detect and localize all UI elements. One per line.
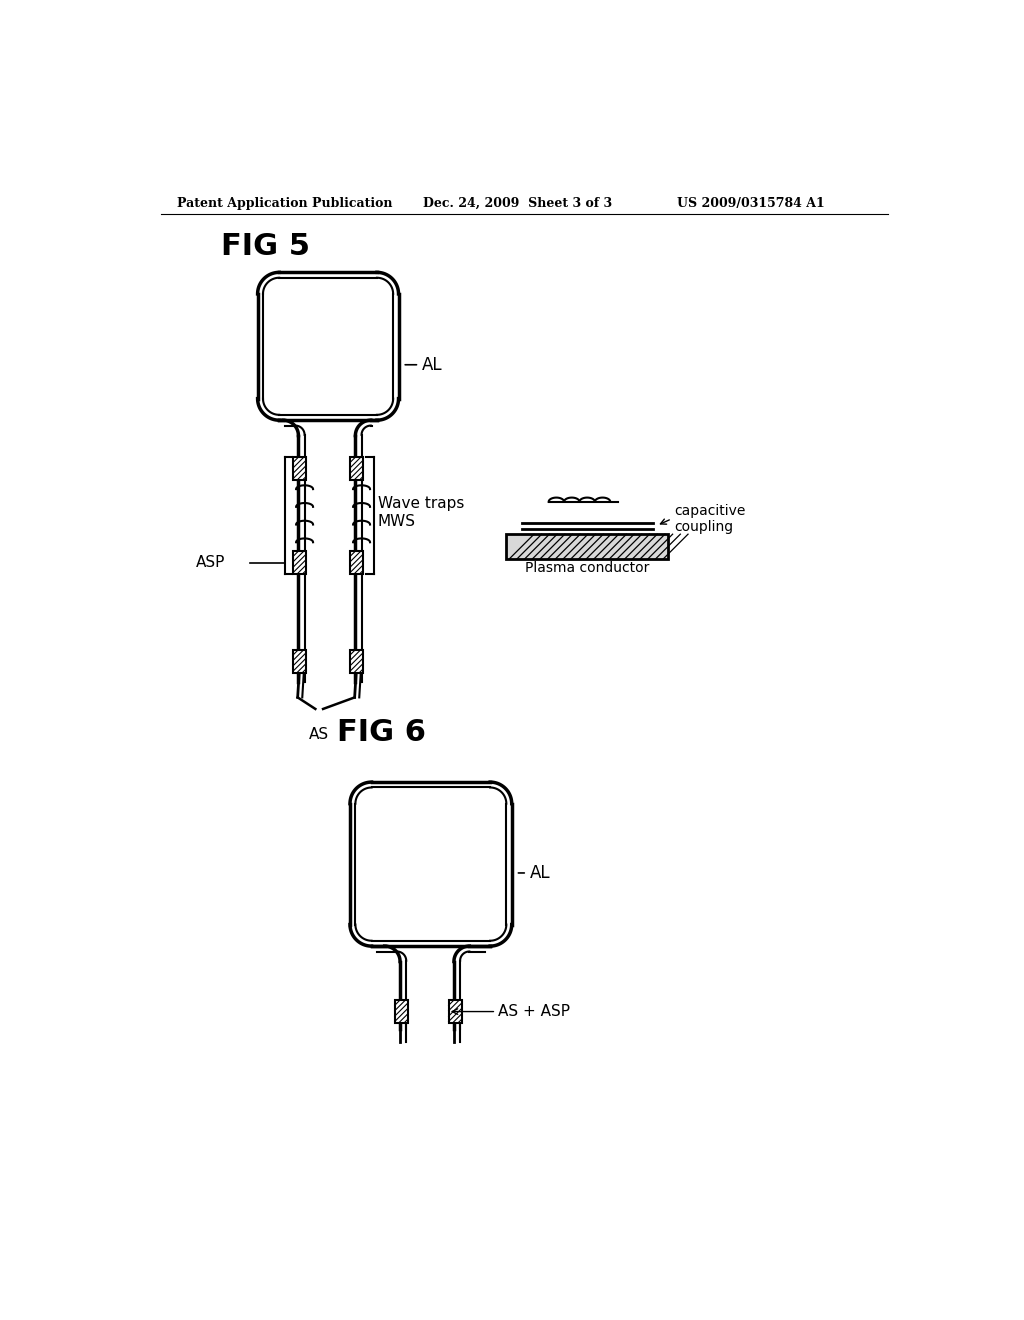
- Bar: [293, 552, 306, 574]
- Text: FIG 5: FIG 5: [221, 232, 310, 261]
- Bar: [394, 1001, 408, 1023]
- Text: US 2009/0315784 A1: US 2009/0315784 A1: [677, 197, 825, 210]
- Text: Dec. 24, 2009  Sheet 3 of 3: Dec. 24, 2009 Sheet 3 of 3: [423, 197, 612, 210]
- Bar: [350, 649, 364, 673]
- Text: AL: AL: [422, 356, 442, 374]
- Text: AS + ASP: AS + ASP: [498, 1005, 569, 1019]
- Text: Patent Application Publication: Patent Application Publication: [177, 197, 392, 210]
- Text: capacitive
coupling: capacitive coupling: [674, 504, 745, 533]
- Text: Plasma conductor: Plasma conductor: [525, 561, 649, 576]
- Text: FIG 6: FIG 6: [337, 718, 426, 747]
- Bar: [350, 552, 364, 574]
- Bar: [293, 649, 306, 673]
- Text: ASP: ASP: [196, 556, 225, 570]
- Bar: [449, 1001, 462, 1023]
- Bar: [506, 535, 668, 558]
- Text: AL: AL: [529, 865, 550, 882]
- Bar: [350, 457, 364, 480]
- Text: AS: AS: [308, 727, 329, 742]
- Text: Wave traps
MWS: Wave traps MWS: [378, 496, 464, 529]
- Bar: [293, 457, 306, 480]
